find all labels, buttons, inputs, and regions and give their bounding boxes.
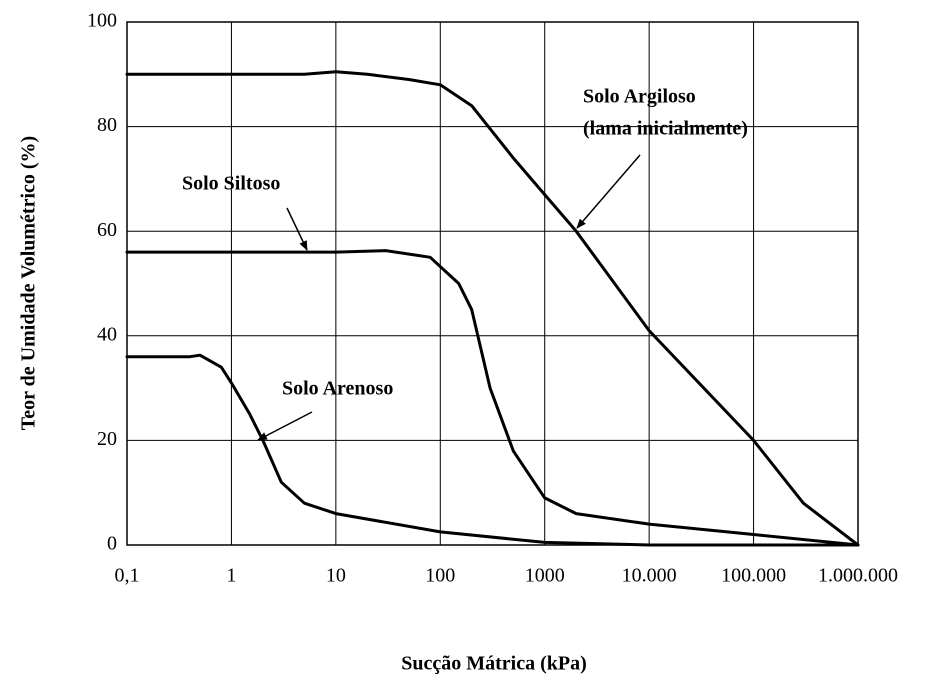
arrow: [576, 154, 641, 229]
line: [125, 249, 860, 547]
x-tick-label: 10: [326, 565, 346, 587]
x-tick-label: 0,1: [115, 565, 140, 587]
y-tick-label: 80: [97, 114, 117, 136]
plot-frame: [126, 21, 859, 546]
x-tick-label: 10.000: [622, 565, 677, 587]
y-tick-label: 20: [97, 428, 117, 450]
x-tick-label: 100.000: [721, 565, 786, 587]
y-tick-label: 100: [87, 10, 117, 32]
y-tick-label: 60: [97, 219, 117, 241]
annotation: (lama inicialmente): [583, 118, 748, 140]
y-tick-label: 40: [97, 323, 117, 345]
x-tick-label: 1.000.000: [818, 565, 898, 587]
series-label: Solo Argiloso: [583, 86, 696, 108]
y-axis-label: Teor de Umidade Volumétrico (%): [18, 136, 40, 430]
arrow: [286, 207, 308, 251]
arrow: [257, 411, 313, 441]
x-tick-label: 100: [425, 565, 455, 587]
series-label: Solo Arenoso: [282, 378, 393, 400]
line: [125, 70, 860, 547]
x-tick-label: 1: [226, 565, 236, 587]
x-tick-label: 1000: [525, 565, 565, 587]
x-axis-label: Sucção Mátrica (kPa): [401, 653, 587, 675]
y-tick-label: 0: [107, 533, 117, 555]
line: [125, 353, 860, 547]
